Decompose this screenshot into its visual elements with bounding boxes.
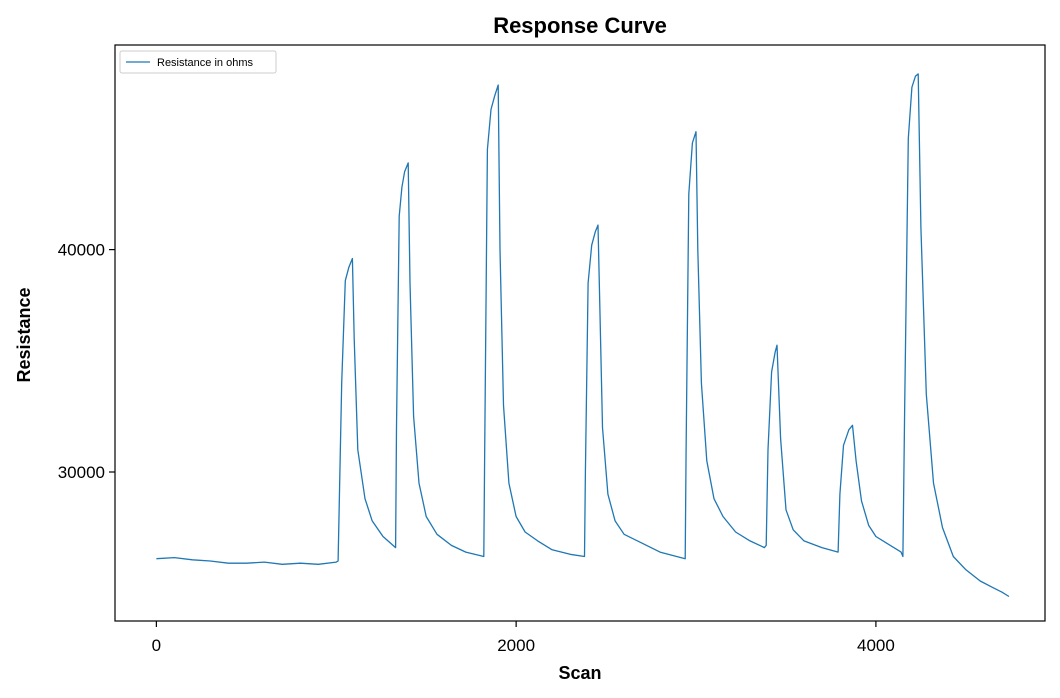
- legend-label-resistance: Resistance in ohms: [157, 57, 253, 69]
- chart-title: Response Curve: [493, 13, 667, 38]
- y-axis-ticks: 30000 40000: [58, 241, 115, 482]
- x-tick-label: 4000: [857, 636, 895, 655]
- x-tick-label: 0: [152, 636, 161, 655]
- x-axis-ticks: 0 2000 4000: [152, 621, 895, 655]
- legend-box: [119, 50, 277, 74]
- series-line-resistance: [156, 73, 1010, 598]
- y-tick-label: 40000: [58, 241, 105, 260]
- plot-frame: [114, 44, 1046, 622]
- x-axis-label: Scan: [558, 663, 601, 683]
- legend: Resistance in ohms: [119, 50, 277, 74]
- y-tick-label: 30000: [58, 463, 105, 482]
- x-tick-label: 2000: [497, 636, 535, 655]
- y-axis-label: Resistance: [14, 287, 34, 382]
- plot-lines: [156, 73, 1010, 598]
